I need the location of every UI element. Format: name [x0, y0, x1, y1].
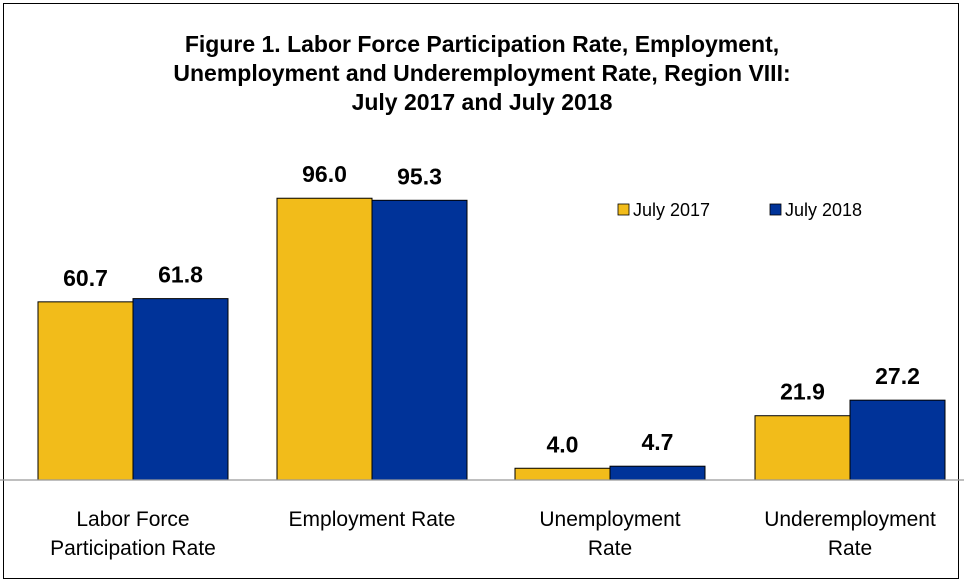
data-label-2017-3: 21.9: [780, 379, 825, 405]
bar-2018-0: [132, 298, 229, 481]
chart-title: Figure 1. Labor Force Participation Rate…: [0, 30, 964, 117]
chart-title-line-1: Figure 1. Labor Force Participation Rate…: [184, 31, 780, 57]
bars-layer: 60.7 61.8 96.0 95.3 4.0 4.7 21.9 27.2: [37, 161, 946, 481]
data-label-2017-0: 60.7: [63, 265, 108, 291]
category-label-1-line-0: Employment Rate: [289, 508, 456, 531]
category-label-2-line-0: Unemployment: [539, 508, 680, 531]
data-label-2017-2: 4.0: [547, 431, 579, 457]
bar-2018-2: [609, 465, 706, 481]
category-label-2-line-1: Rate: [588, 537, 632, 560]
chart-title-line-2: Unemployment and Underemployment Rate, R…: [173, 60, 791, 86]
data-label-2018-0: 61.8: [158, 262, 203, 288]
bar-2018-3: [849, 399, 946, 481]
legend-label-2017: July 2017: [633, 200, 710, 220]
data-label-2018-3: 27.2: [875, 363, 920, 389]
bar-2017-3: [754, 415, 851, 481]
legend: July 2017 July 2018: [617, 200, 862, 220]
legend-swatch-2018: [769, 203, 782, 216]
category-label-0-line-0: Labor Force: [76, 508, 189, 531]
legend-swatch-2017: [617, 203, 630, 216]
category-label-0-line-1: Participation Rate: [50, 537, 216, 560]
legend-label-2018: July 2018: [785, 200, 862, 220]
data-label-2017-1: 96.0: [302, 161, 347, 187]
bar-2018-1: [371, 199, 468, 481]
category-labels: Labor Force Participation Rate Employment …: [50, 508, 936, 560]
chart-title-line-3: July 2017 and July 2018: [351, 89, 613, 115]
category-label-3-line-0: Underemployment: [764, 508, 936, 531]
chart-frame: [3, 3, 959, 579]
bar-2017-2: [514, 467, 611, 481]
data-label-2018-1: 95.3: [397, 163, 442, 189]
bar-2017-1: [276, 197, 373, 481]
bar-2017-0: [37, 301, 134, 481]
data-label-2018-2: 4.7: [642, 429, 674, 455]
category-label-3-line-1: Rate: [828, 537, 872, 560]
